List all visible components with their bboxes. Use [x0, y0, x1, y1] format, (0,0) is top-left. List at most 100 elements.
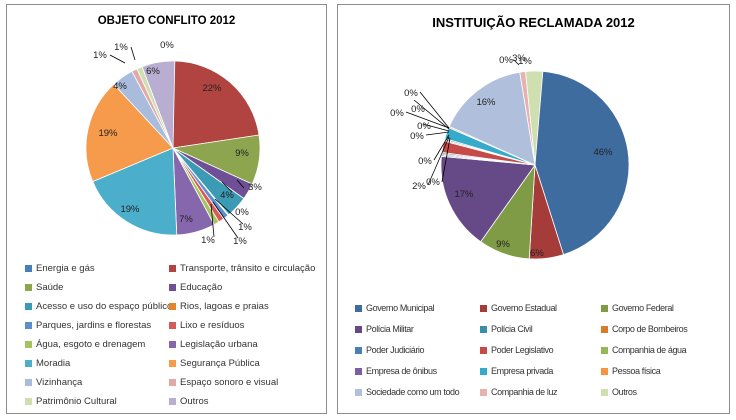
legend-item-companhia-de-luz: Companhia de luz: [480, 387, 598, 397]
legend-label: Governo Municipal: [366, 303, 435, 313]
legend-swatch: [601, 367, 608, 375]
legend-label: Governo Federal: [612, 303, 674, 313]
legend-label: Acesso e uso do espaço público: [36, 301, 173, 312]
legend-item-agua-esgoto-e-drenagem: Água, esgoto e drenagem: [25, 339, 167, 350]
data-label-lixo-e-residuos: 1%: [233, 236, 247, 247]
legend-item-governo-estadual: Governo Estadual: [480, 303, 598, 313]
legend-label: Poder Judiciário: [366, 345, 425, 355]
legend-item-seguranca-publica: Segurança Pública: [169, 358, 311, 369]
legend-label: Governo Estadual: [491, 303, 557, 313]
legend-label: Outros: [612, 387, 637, 397]
legend-swatch: [355, 304, 362, 312]
objeto-conflito-pie-chart: 0%22%9%3%4%0%1%1%1%7%19%19%4%1%1%6%: [85, 40, 262, 247]
instituicao-reclamada-panel: INSTITUIÇÃO RECLAMADA 2012 46% 6% 9% 17% 0% 0…: [337, 4, 730, 414]
legend-swatch: [169, 284, 176, 291]
pie-slice-seguranca-publica: [85, 83, 174, 183]
legend-swatch: [169, 322, 176, 329]
data-label-extra: 0%: [417, 121, 431, 132]
data-label-governo-federal: 9%: [496, 239, 510, 250]
data-label-rios-lagoas-e-praias: 0%: [235, 207, 249, 218]
legend-swatch: [25, 322, 32, 329]
legend-label: Patrimônio Cultural: [36, 396, 117, 407]
legend-swatch: [480, 304, 487, 312]
legend-swatch: [25, 284, 32, 291]
leader-line-policia-civil: [405, 111, 450, 129]
data-label-pessoa-fisica: 0%: [499, 55, 513, 66]
legend-swatch: [480, 388, 487, 396]
chart-title: OBJETO CONFLITO 2012: [97, 15, 236, 27]
legend-item-corpo-de-bombeiros: Corpo de Bombeiros: [601, 324, 719, 334]
legend-item-acesso-e-uso-do-espaco-publico: Acesso e uso do espaço público: [25, 301, 172, 312]
legend-item-governo-federal: Governo Federal: [601, 303, 719, 313]
leader-line-lixo-e-residuos: [212, 201, 239, 239]
leader-line-parques-jardins-e-florestas: [214, 198, 244, 225]
legend-item-patrimonio-cultural: Patrimônio Cultural: [25, 396, 167, 407]
legend-swatch: [355, 325, 362, 333]
data-label-poder-judiciario: 0%: [418, 156, 432, 167]
data-label-patrimonio-cultural: 1%: [114, 42, 128, 53]
legend-item-policia-civil: Polícia Civil: [480, 324, 598, 334]
data-label-governo-estadual: 6%: [530, 248, 544, 259]
data-label-seguranca-publica: 19%: [98, 128, 118, 139]
data-label-empresa-de-onibus: 0%: [404, 88, 418, 99]
legend-item-legislacao-urbana: Legislação urbana: [169, 339, 311, 350]
legend-swatch: [480, 346, 487, 354]
legend-label: Legislação urbana: [180, 339, 258, 350]
legend-swatch: [355, 388, 362, 396]
legend-label: Companhia de luz: [491, 387, 558, 397]
legend-swatch: [169, 341, 176, 348]
legend-label: Polícia Civil: [491, 324, 533, 334]
legend-item-pessoa-fisica: Pessoa física: [601, 366, 719, 376]
leader-line-corpo-de-bombeiros: [425, 131, 450, 136]
pie-slice-governo-municipal: [534, 70, 630, 256]
data-label-corpo-de-bombeiros: 0%: [410, 131, 424, 142]
data-label-transporte-transito-e-circulacao: 22%: [202, 83, 222, 94]
legend-swatch: [355, 346, 362, 354]
instituicao-reclamada-pie-chart: 46%6%9%17%0%0%0%2% 0%0%0%16%1%3%0%0%: [390, 53, 630, 260]
leader-line-agua-esgoto-e-drenagem: [210, 203, 215, 238]
leader-line-acesso-e-uso-do-espaco-publico: [221, 181, 233, 193]
legend-item-vizinhanca: Vizinhança: [25, 377, 167, 388]
legend-label: Rios, lagoas e praias: [180, 301, 269, 312]
legend-label: Saúde: [36, 282, 64, 293]
legend-swatch: [25, 303, 32, 310]
legend-label: Água, esgoto e drenagem: [36, 339, 146, 350]
legend-label: Educação: [180, 282, 223, 293]
pie-slice-transporte-transito-e-circulacao: [172, 60, 260, 149]
legend-swatch: [25, 341, 32, 348]
legend-swatch: [169, 360, 176, 367]
legend-label: Pessoa física: [612, 366, 661, 376]
leader-line-companhia-de-agua: [441, 137, 451, 183]
legend-item-educacao: Educação: [169, 282, 311, 293]
legend-label: Vizinhança: [36, 377, 83, 388]
legend-swatch: [601, 325, 608, 333]
legend-item-parques-jardins-e-florestas: Parques, jardins e florestas: [25, 320, 167, 331]
legend-item-espaco-sonoro-e-visual: Espaço sonoro e visual: [169, 377, 311, 388]
data-label-extra: 0%: [411, 104, 425, 115]
legend-label: Parques, jardins e florestas: [36, 320, 152, 331]
legend-item-policia-militar: Polícia Militar: [355, 324, 473, 334]
legend-item-poder-judiciario: Poder Judiciário: [355, 345, 473, 355]
data-label-agua-esgoto-e-drenagem: 1%: [201, 235, 215, 246]
legend-label: Espaço sonoro e visual: [180, 377, 279, 388]
pie-slice-policia-militar: [440, 155, 536, 243]
legend-label: Outros: [180, 396, 209, 407]
legend-item-moradia: Moradia: [25, 358, 167, 369]
data-label-espaco-sonoro-e-visual: 1%: [93, 50, 107, 61]
legend-label: Companhia de água: [612, 345, 687, 355]
leader-line-extra: [413, 99, 450, 130]
legend-label: Sociedade como um todo: [366, 387, 460, 397]
legend-label: Lixo e resíduos: [180, 320, 245, 331]
data-label-saude: 9%: [235, 148, 249, 159]
legend-swatch: [601, 388, 608, 396]
legend-swatch: [169, 398, 176, 405]
legend-item-rios-lagoas-e-praias: Rios, lagoas e praias: [169, 301, 311, 312]
leader-line-patrimonio-cultural: [130, 46, 136, 61]
objeto-conflito-panel: OBJETO CONFLITO 2012 0% 22% 9% 3% 4% 0% 1% 1% 1%…: [6, 4, 327, 414]
pie-slice-outros: [141, 60, 176, 149]
data-label-policia-civil: 0%: [390, 108, 404, 119]
data-label-vizinhanca: 4%: [113, 81, 127, 92]
leader-line-poder-legislativo: [427, 136, 450, 186]
legend-item-companhia-de-agua: Companhia de água: [601, 345, 719, 355]
data-label-parques-jardins-e-florestas: 1%: [238, 222, 252, 233]
